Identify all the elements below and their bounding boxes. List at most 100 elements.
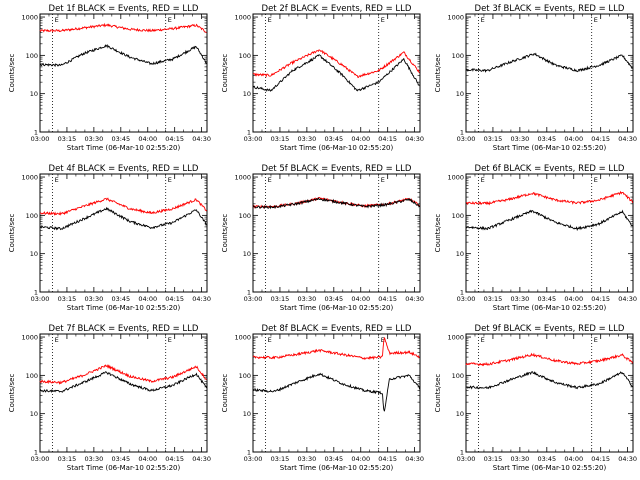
- x-tick-label: 04:00: [351, 295, 370, 303]
- x-tick-label: 03:30: [85, 135, 104, 143]
- events-series-line: [465, 209, 633, 232]
- x-tick-label: 03:30: [85, 295, 104, 303]
- corner-marker-label: E: [55, 176, 59, 184]
- lld-series-line: [252, 337, 420, 361]
- x-tick-label: 03:45: [324, 455, 343, 463]
- x-tick-label: 04:00: [351, 135, 370, 143]
- x-axis-label: Start Time (06-Mar-10 02:55:20): [493, 304, 607, 312]
- y-tick-label: 10: [243, 410, 251, 418]
- y-tick-label: 1000: [21, 174, 38, 182]
- y-tick-label: 10: [243, 250, 251, 258]
- x-tick-label: 04:00: [564, 135, 583, 143]
- corner-marker-label: E: [594, 176, 598, 184]
- corner-marker-label: E: [381, 16, 385, 24]
- events-series-line: [252, 197, 420, 210]
- plot-frame: [39, 173, 208, 293]
- y-tick-label: 1000: [447, 334, 464, 342]
- y-tick-label: 1: [34, 129, 38, 137]
- x-tick-label: 04:00: [564, 455, 583, 463]
- y-tick-label: 1: [460, 129, 464, 137]
- x-axis-label: Start Time (06-Mar-10 02:55:20): [280, 144, 394, 152]
- y-tick-label: 1: [34, 449, 38, 457]
- events-series-line: [465, 371, 633, 390]
- x-tick-label: 03:30: [511, 135, 530, 143]
- corner-marker-label: E: [268, 336, 272, 344]
- x-tick-label: 04:30: [405, 455, 424, 463]
- y-tick-label: 1000: [234, 174, 251, 182]
- x-tick-label: 03:45: [537, 295, 556, 303]
- corner-marker-label: E: [168, 16, 172, 24]
- x-tick-label: 03:30: [298, 455, 317, 463]
- y-tick-label: 1: [460, 449, 464, 457]
- x-tick-label: 03:15: [271, 295, 290, 303]
- x-tick-label: 04:30: [192, 295, 211, 303]
- x-tick-label: 04:15: [591, 295, 610, 303]
- corner-marker-label: E: [381, 336, 385, 344]
- panel-2: Det 2f BLACK = Events, RED = LLD 1 10 100 10…: [221, 4, 424, 152]
- x-tick-label: 04:15: [591, 455, 610, 463]
- x-axis-label: Start Time (06-Mar-10 02:55:20): [67, 304, 181, 312]
- x-tick-label: 03:15: [58, 295, 77, 303]
- panel-9: Det 9f BLACK = Events, RED = LLD 1 10 100 10…: [434, 324, 637, 472]
- x-axis-label: Start Time (06-Mar-10 02:55:20): [280, 304, 394, 312]
- panel-title: Det 1f BLACK = Events, RED = LLD: [49, 4, 199, 14]
- panel-title: Det 4f BLACK = Events, RED = LLD: [49, 164, 199, 174]
- y-tick-label: 1000: [21, 334, 38, 342]
- y-tick-label: 100: [26, 52, 38, 60]
- x-tick-label: 03:45: [324, 135, 343, 143]
- y-axis-label: Counts/sec: [8, 54, 16, 93]
- corner-marker-label: E: [268, 176, 272, 184]
- x-tick-label: 03:00: [31, 135, 50, 143]
- x-tick-label: 03:15: [271, 135, 290, 143]
- panel-title: Det 6f BLACK = Events, RED = LLD: [475, 164, 625, 174]
- x-tick-label: 03:45: [324, 295, 343, 303]
- corner-marker-label: E: [168, 336, 172, 344]
- y-tick-label: 10: [456, 410, 464, 418]
- events-series-line: [39, 206, 207, 231]
- x-tick-label: 03:45: [111, 455, 130, 463]
- y-tick-label: 100: [26, 372, 38, 380]
- y-axis-label: Counts/sec: [434, 214, 442, 253]
- x-tick-label: 03:00: [244, 455, 263, 463]
- corner-marker-label: E: [594, 336, 598, 344]
- x-tick-label: 04:30: [405, 135, 424, 143]
- x-tick-label: 03:45: [111, 135, 130, 143]
- x-tick-label: 03:00: [244, 295, 263, 303]
- y-tick-label: 10: [30, 90, 38, 98]
- x-tick-label: 03:00: [31, 455, 50, 463]
- x-tick-label: 04:15: [378, 455, 397, 463]
- plot-frame: [465, 333, 634, 453]
- x-tick-label: 03:30: [85, 455, 104, 463]
- x-tick-label: 04:15: [378, 295, 397, 303]
- y-tick-label: 1000: [234, 14, 251, 22]
- panel-title: Det 7f BLACK = Events, RED = LLD: [49, 324, 199, 334]
- panel-8: Det 8f BLACK = Events, RED = LLD 1 10 100 10…: [221, 324, 424, 472]
- panel-title: Det 9f BLACK = Events, RED = LLD: [475, 324, 625, 334]
- x-tick-label: 03:00: [457, 455, 476, 463]
- x-tick-label: 03:00: [31, 295, 50, 303]
- y-tick-label: 100: [452, 52, 464, 60]
- x-tick-label: 04:00: [564, 295, 583, 303]
- y-axis-label: Counts/sec: [221, 214, 229, 253]
- lld-series-line: [465, 190, 634, 206]
- x-tick-label: 04:00: [138, 135, 157, 143]
- y-axis-label: Counts/sec: [434, 54, 442, 93]
- y-tick-label: 1000: [234, 334, 251, 342]
- x-tick-label: 04:30: [405, 295, 424, 303]
- y-tick-label: 1: [247, 449, 251, 457]
- x-tick-label: 03:15: [484, 135, 503, 143]
- x-tick-label: 04:30: [192, 455, 211, 463]
- events-series-line: [40, 44, 207, 68]
- x-tick-label: 04:30: [192, 135, 211, 143]
- plot-frame: [252, 173, 421, 293]
- panel-5: Det 5f BLACK = Events, RED = LLD 1 10 100 10…: [221, 164, 424, 312]
- x-tick-label: 03:15: [484, 455, 503, 463]
- lld-series-line: [253, 49, 420, 79]
- y-tick-label: 1000: [447, 14, 464, 22]
- y-tick-label: 100: [452, 212, 464, 220]
- y-tick-label: 1: [247, 289, 251, 297]
- x-axis-label: Start Time (06-Mar-10 02:55:20): [67, 464, 181, 472]
- y-tick-label: 1000: [447, 174, 464, 182]
- events-series-line: [252, 54, 420, 92]
- corner-marker-label: E: [55, 16, 59, 24]
